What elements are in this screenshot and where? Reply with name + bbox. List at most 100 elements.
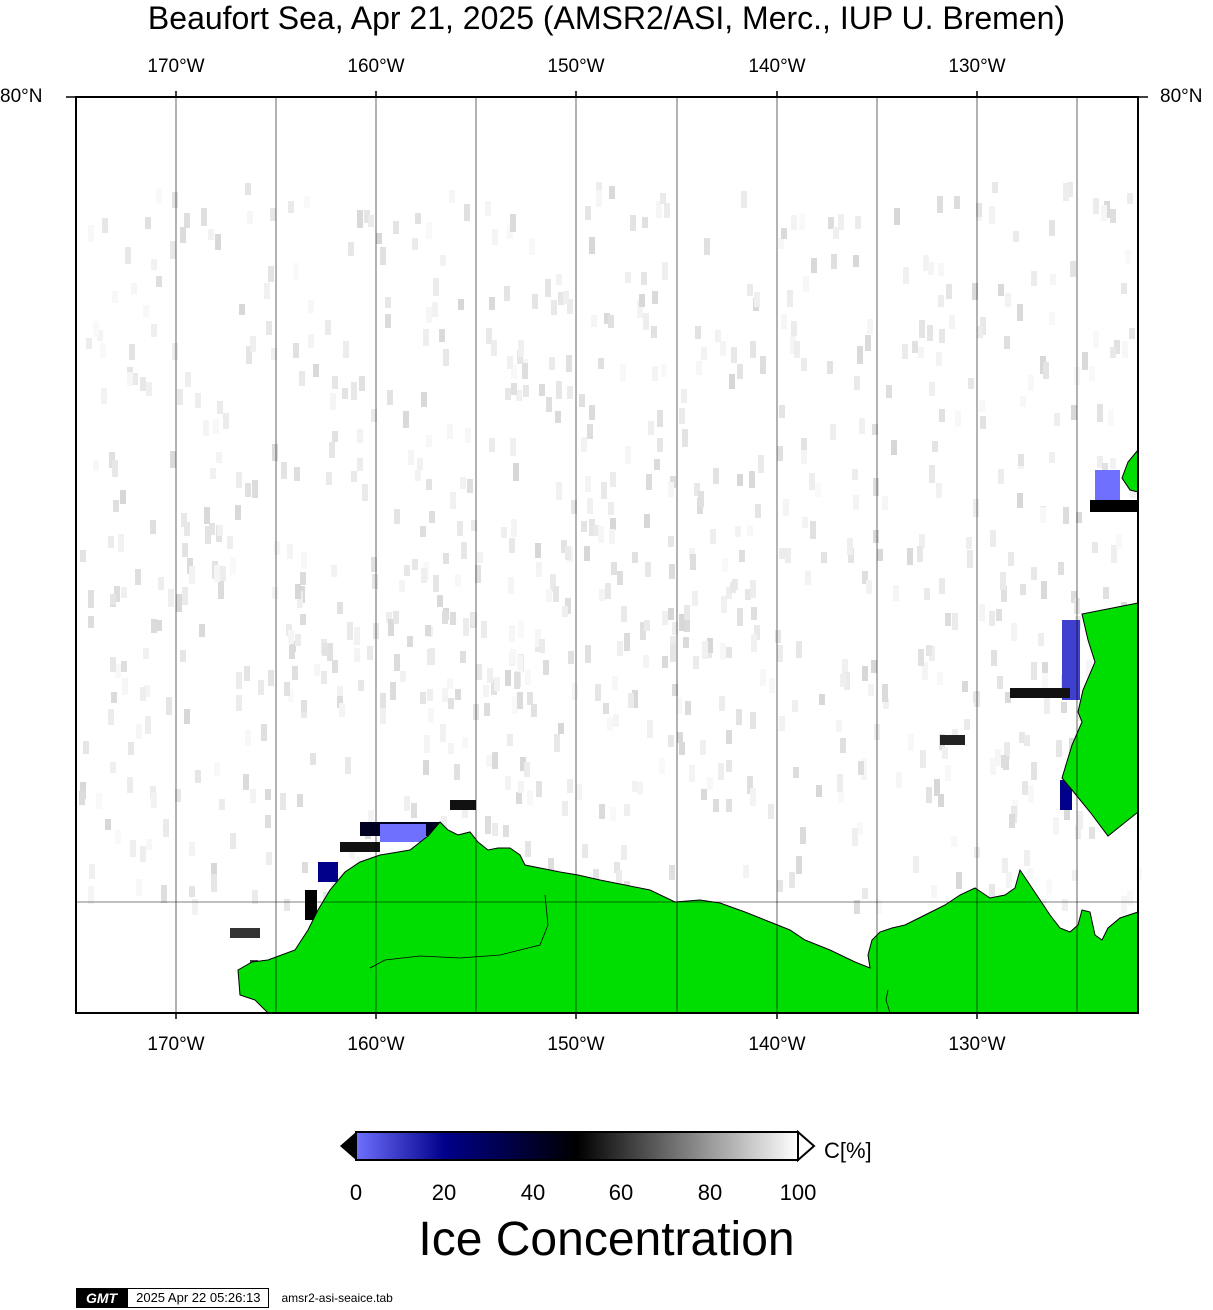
ice-cell [871, 660, 877, 673]
ice-cell [1122, 341, 1128, 358]
ice-cell [657, 410, 663, 427]
ice-cell [156, 188, 162, 204]
ice-cell [250, 336, 256, 352]
ice-cell [659, 758, 665, 774]
ice-cell [464, 204, 470, 221]
ice-cell [102, 218, 108, 233]
ice-cell [266, 852, 272, 865]
ice-cell [701, 789, 707, 800]
ice-cell [404, 796, 410, 811]
ice-cell [787, 290, 793, 307]
ice-cell [425, 625, 431, 636]
ice-cell [215, 234, 221, 250]
ice-cell [217, 525, 223, 536]
ice-cell [189, 886, 195, 897]
ice-cell [371, 409, 377, 422]
ice-cell [1022, 781, 1028, 795]
lon-label-bottom-160w: 160°W [347, 1034, 405, 1055]
ice-cell [88, 886, 94, 904]
ice-cell [518, 781, 524, 793]
ice-cell [127, 777, 133, 793]
ice-cell [1000, 572, 1006, 590]
ice-cell [131, 283, 137, 294]
ice-cell [568, 651, 574, 664]
land-masses [237, 448, 1139, 1014]
ice-cell [894, 208, 900, 225]
ice-cell [182, 543, 188, 557]
ice-cell [1093, 198, 1099, 214]
ice-cell [980, 416, 986, 429]
ice-cell [923, 255, 929, 271]
colorbar-title: Ice Concentration [418, 1213, 795, 1266]
ice-cell [1121, 283, 1127, 294]
ice-cell [88, 590, 94, 608]
ice-cell [704, 238, 710, 255]
ice-cell [979, 400, 985, 412]
ice-cell [1043, 362, 1049, 379]
ice-cell [412, 559, 418, 570]
ice-cell [779, 405, 785, 418]
ice-cell [556, 274, 562, 285]
ice-cell [527, 692, 533, 705]
ice-cell [929, 465, 935, 483]
ice-cell [612, 676, 618, 690]
ice-cell [501, 527, 507, 538]
ice-cell [151, 259, 157, 270]
ice-cell [457, 521, 463, 536]
ice-cell [199, 624, 205, 637]
ice-cell [297, 794, 303, 807]
ice-cell [701, 347, 707, 360]
ice-cell [539, 384, 545, 396]
ice-cell [938, 794, 944, 807]
ice-cell [848, 548, 854, 563]
ice-cell [945, 613, 951, 626]
ice-cell [272, 444, 278, 461]
ice-cell [239, 304, 245, 315]
ice-cell [510, 214, 516, 232]
ice-cell [760, 356, 766, 374]
ice-cell [426, 435, 432, 447]
ice-cell [364, 210, 370, 223]
ice-cell [656, 201, 662, 218]
ice-cell [130, 840, 136, 857]
ice-cell [1108, 409, 1114, 426]
ice-cell [726, 799, 732, 812]
land-boundary [885, 989, 891, 1014]
ice-cell [992, 182, 998, 193]
ice-cell [189, 842, 195, 856]
timestamp: 2025 Apr 22 05:26:13 [127, 1288, 270, 1308]
ice-cell [380, 247, 386, 265]
ice-cell [1020, 396, 1026, 407]
ice-cell [919, 320, 925, 338]
ice-cell [955, 411, 961, 427]
ice-cell [420, 692, 426, 704]
ice-cell [111, 692, 117, 703]
ice-cell [295, 634, 301, 646]
ice-cell [922, 662, 928, 680]
ice-cell [517, 655, 523, 673]
ice-cell [1028, 375, 1034, 391]
ice-cell [641, 272, 647, 285]
ice-cell [1114, 340, 1120, 354]
ice-cell [448, 698, 454, 709]
ice-cell [1067, 182, 1073, 197]
ice-cell [100, 343, 106, 358]
ice-cell [217, 401, 223, 414]
ice-cell [266, 321, 272, 335]
ice-cell [351, 382, 357, 400]
ice-cell [946, 284, 952, 299]
ice-cell [840, 738, 846, 753]
ice-cell [219, 799, 225, 810]
ice-floe-edge [940, 735, 965, 745]
ice-cell [868, 684, 874, 696]
ice-cell [143, 305, 149, 317]
ice-cell [368, 215, 374, 227]
ice-cell [995, 749, 1001, 766]
ice-cell [427, 689, 433, 701]
ice-cell [520, 757, 526, 771]
ice-cell [836, 720, 842, 732]
ice-cell [668, 608, 674, 620]
ice-cell [220, 570, 226, 581]
ice-cell [293, 343, 299, 358]
ice-cell [672, 622, 678, 635]
